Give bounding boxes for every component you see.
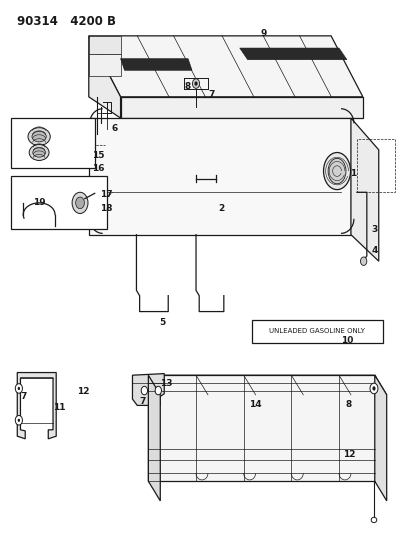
Ellipse shape [371,518,377,522]
Bar [11,176,107,229]
Circle shape [141,386,148,395]
Text: 19: 19 [33,198,46,207]
Ellipse shape [328,158,346,184]
Text: 18: 18 [100,204,113,213]
Circle shape [372,386,376,391]
Polygon shape [89,54,120,76]
Ellipse shape [324,152,350,190]
Text: 10: 10 [341,336,353,345]
Text: 9: 9 [260,29,267,38]
Polygon shape [351,118,379,261]
Circle shape [15,416,22,425]
Circle shape [76,197,84,209]
Polygon shape [132,374,164,406]
Text: 12: 12 [343,450,355,459]
Circle shape [360,257,367,265]
Text: 16: 16 [92,164,105,173]
Circle shape [15,384,22,393]
Text: 7: 7 [20,392,26,401]
Polygon shape [17,373,56,439]
Polygon shape [148,375,160,501]
Polygon shape [240,48,347,60]
Text: 2: 2 [219,204,225,213]
Text: 1: 1 [350,169,356,178]
Text: 15: 15 [92,151,105,160]
Ellipse shape [29,144,49,160]
Bar [11,118,95,168]
Polygon shape [89,36,120,54]
Text: 12: 12 [76,386,89,395]
Circle shape [18,387,20,390]
Circle shape [72,192,88,214]
Text: 5: 5 [159,318,165,327]
Text: 7: 7 [139,397,146,406]
Text: 17: 17 [100,190,113,199]
Text: UNLEADED GASOLINE ONLY: UNLEADED GASOLINE ONLY [269,328,365,334]
Polygon shape [120,59,192,70]
Text: 8: 8 [346,400,352,409]
Bar [252,319,383,343]
Text: 11: 11 [53,402,65,411]
Polygon shape [148,375,375,481]
Text: 4: 4 [372,246,378,255]
Circle shape [194,82,198,86]
Polygon shape [148,375,387,395]
Polygon shape [89,118,351,235]
Polygon shape [89,36,363,97]
Text: 8: 8 [185,82,191,91]
Circle shape [18,419,20,422]
Polygon shape [120,97,363,118]
Ellipse shape [28,128,50,146]
Circle shape [155,386,162,395]
Text: 90314   4200 B: 90314 4200 B [17,14,116,28]
Text: 3: 3 [372,225,378,234]
Polygon shape [89,36,120,118]
Bar [357,139,395,192]
Polygon shape [375,375,387,501]
Text: 14: 14 [249,400,262,409]
Text: 6: 6 [112,124,118,133]
Ellipse shape [33,148,46,157]
Circle shape [370,383,378,394]
Text: 13: 13 [160,378,172,387]
Circle shape [192,79,200,88]
Ellipse shape [32,131,46,142]
Text: 7: 7 [209,90,215,99]
